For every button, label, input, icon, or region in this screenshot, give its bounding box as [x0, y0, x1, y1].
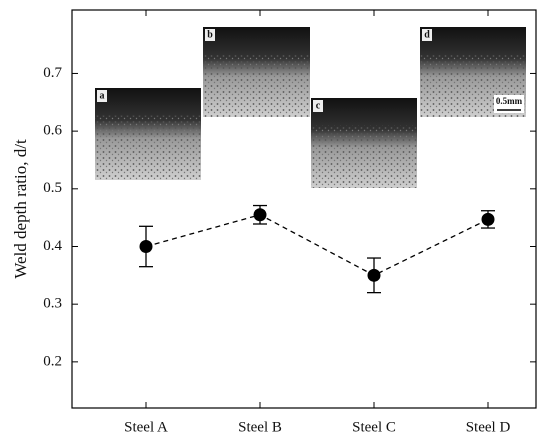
data-point — [139, 239, 153, 253]
y-tick-label: 0.4 — [43, 238, 62, 254]
plot-frame — [71, 9, 537, 409]
inset-label-bg — [313, 100, 323, 112]
inset-label-bg — [205, 29, 215, 41]
y-tick-label: 0.3 — [43, 296, 62, 312]
scale-bar-label: 0.5mm — [496, 96, 523, 106]
y-tick-label: 0.6 — [43, 123, 62, 139]
data-point — [253, 208, 267, 222]
inset-label: b — [207, 29, 213, 40]
data-line — [145, 214, 489, 277]
inset-label: d — [424, 29, 430, 40]
scale-bar-bg — [494, 95, 524, 113]
y-axis-label: Weld depth ratio, d/t — [11, 139, 30, 279]
inset-label: a — [100, 90, 105, 101]
y-tick-label: 0.7 — [43, 65, 62, 81]
data-point — [367, 268, 381, 282]
inset-label: c — [316, 100, 321, 111]
x-tick-label: Steel D — [466, 419, 511, 435]
x-tick-label: Steel B — [238, 419, 282, 435]
data-point — [481, 212, 495, 226]
inset-label-bg — [422, 29, 432, 41]
x-tick-label: Steel A — [124, 419, 168, 435]
inset-texture — [203, 54, 310, 117]
x-tick-label: Steel C — [352, 419, 396, 435]
inset-label-bg — [97, 90, 107, 102]
inset-texture — [311, 125, 417, 188]
y-tick-label: 0.5 — [43, 180, 62, 196]
inset-texture — [95, 115, 201, 180]
y-tick-label: 0.2 — [43, 353, 62, 369]
